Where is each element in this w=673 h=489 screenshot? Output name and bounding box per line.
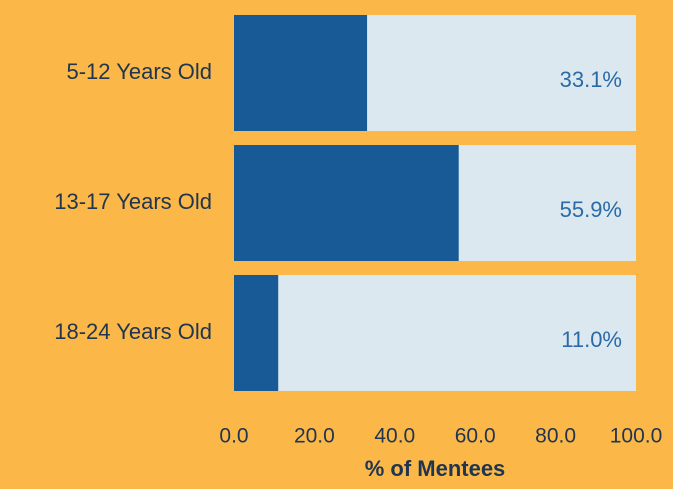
value-label: 11.0% <box>561 327 622 352</box>
x-tick-label: 60.0 <box>455 425 496 448</box>
y-tick-label: 13-17 Years Old <box>54 189 212 214</box>
bar <box>234 145 459 261</box>
x-tick-label: 0.0 <box>219 425 248 448</box>
x-tick-label: 80.0 <box>535 425 576 448</box>
y-tick-label: 5-12 Years Old <box>66 59 212 84</box>
value-label: 55.9% <box>560 197 622 222</box>
bar <box>234 275 279 391</box>
x-tick-label: 20.0 <box>294 425 335 448</box>
bar-track <box>234 275 636 391</box>
y-tick-label: 18-24 Years Old <box>54 319 212 344</box>
bar <box>234 15 368 131</box>
x-axis-label: % of Mentees <box>365 456 506 481</box>
x-tick-label: 100.0 <box>610 425 663 448</box>
value-label: 33.1% <box>560 67 622 92</box>
x-tick-label: 40.0 <box>374 425 415 448</box>
